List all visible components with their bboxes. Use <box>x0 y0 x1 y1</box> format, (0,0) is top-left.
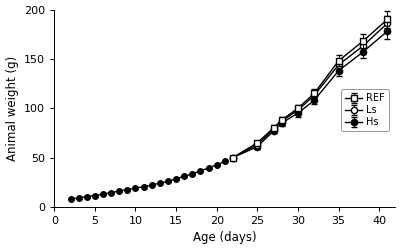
Y-axis label: Animal weight (g): Animal weight (g) <box>6 56 18 161</box>
X-axis label: Age (days): Age (days) <box>193 232 257 244</box>
Legend: REF, Ls, Hs: REF, Ls, Hs <box>341 90 389 131</box>
